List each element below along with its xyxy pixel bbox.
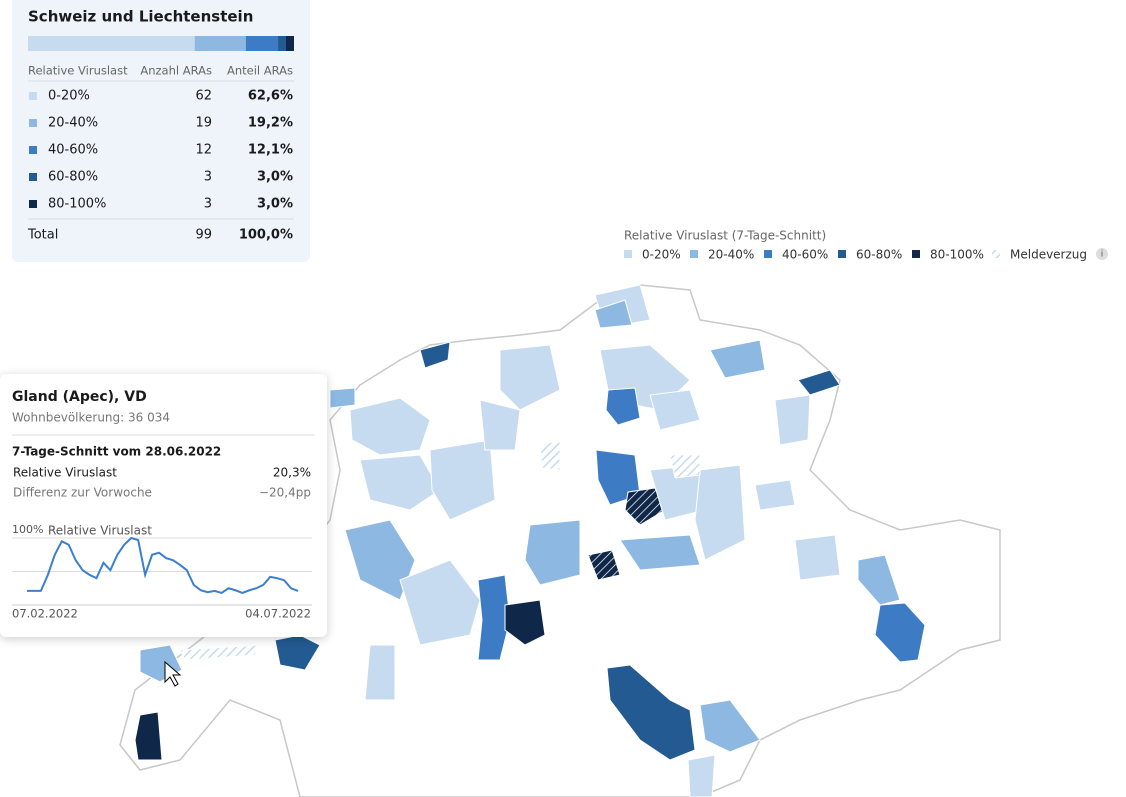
tooltip-row-value: 20,3% (273, 466, 311, 480)
row-label: 60-80% (48, 170, 98, 185)
swatch (29, 92, 37, 100)
info-label: i (1101, 250, 1104, 260)
row-share: 3,0% (257, 170, 293, 185)
row-count: 62 (195, 89, 212, 104)
row-label: 40-60% (48, 143, 98, 158)
legend-swatch (764, 250, 772, 258)
chart-title: Relative Viruslast (48, 524, 152, 538)
row-share: 19,2% (248, 116, 293, 131)
row-label: 20-40% (48, 116, 98, 131)
row-share: 62,6% (248, 89, 293, 104)
column-header: Anteil ARAs (227, 64, 293, 78)
row-share: 3,0% (257, 197, 293, 212)
info-icon (1096, 248, 1108, 260)
row-count: 12 (195, 143, 212, 158)
cursor (164, 660, 182, 687)
legend-title: Relative Viruslast (7-Tage-Schnitt) (624, 229, 826, 243)
row-share: 12,1% (248, 143, 293, 158)
tooltip: Gland (Apec), VD Wohnbevölkerung: 36 034… (0, 374, 327, 637)
row-count: 19 (195, 116, 212, 131)
legend-swatch (992, 250, 1000, 258)
y-tick-label: 100% (12, 523, 43, 536)
summary: Schweiz und Liechtenstein Relative Virus… (27, 8, 294, 243)
row-label: 0-20% (48, 89, 90, 104)
sparkline (27, 536, 299, 595)
share-bar (278, 36, 287, 51)
legend-label: 0-20% (642, 248, 681, 262)
swatch (29, 146, 37, 154)
swatch (29, 173, 37, 181)
x-start-label: 07.02.2022 (12, 607, 78, 621)
regions (134, 284, 926, 797)
legend-swatch (912, 250, 920, 258)
legend-swatch (624, 250, 632, 258)
legend-label: Meldeverzug (1010, 248, 1087, 262)
legend-swatch (690, 250, 698, 258)
total-label: Total (27, 228, 58, 243)
swatch (29, 119, 37, 127)
share-bar (286, 36, 294, 51)
tooltip-title: Gland (Apec), VD (12, 389, 147, 405)
column-header: Anzahl ARAs (140, 64, 212, 78)
legend-label: 40-60% (782, 248, 828, 262)
share-bar (194, 36, 246, 51)
column-header: Relative Viruslast (28, 64, 128, 78)
tooltip-row-label: Differenz zur Vorwoche (13, 486, 152, 500)
total-share: 100,0% (239, 228, 293, 243)
swatch (29, 200, 37, 208)
legend-label: 60-80% (856, 248, 902, 262)
x-end-label: 04.07.2022 (245, 607, 311, 621)
row-label: 80-100% (48, 197, 106, 212)
row-count: 3 (204, 170, 212, 185)
period: 7-Tage-Schnitt vom 28.06.2022 (12, 445, 221, 459)
share-bar (28, 36, 195, 51)
legend-swatch (838, 250, 846, 258)
row-count: 3 (204, 197, 212, 212)
summary-title: Schweiz und Liechtenstein (28, 8, 253, 26)
legend-label: 80-100% (930, 248, 984, 262)
tooltip-row-value: −20,4pp (259, 486, 311, 500)
legend-label: 20-40% (708, 248, 754, 262)
summary-panel: Schweiz und Liechtenstein Relative Virus… (12, 0, 310, 262)
tooltip-content: Gland (Apec), VD Wohnbevölkerung: 36 034… (12, 389, 315, 621)
population: Wohnbevölkerung: 36 034 (12, 411, 170, 425)
share-bar (245, 36, 279, 51)
legend: Relative Viruslast (7-Tage-Schnitt) 0-20… (624, 229, 1108, 262)
tooltip-row-label: Relative Viruslast (13, 466, 117, 480)
total-count: 99 (195, 228, 212, 243)
